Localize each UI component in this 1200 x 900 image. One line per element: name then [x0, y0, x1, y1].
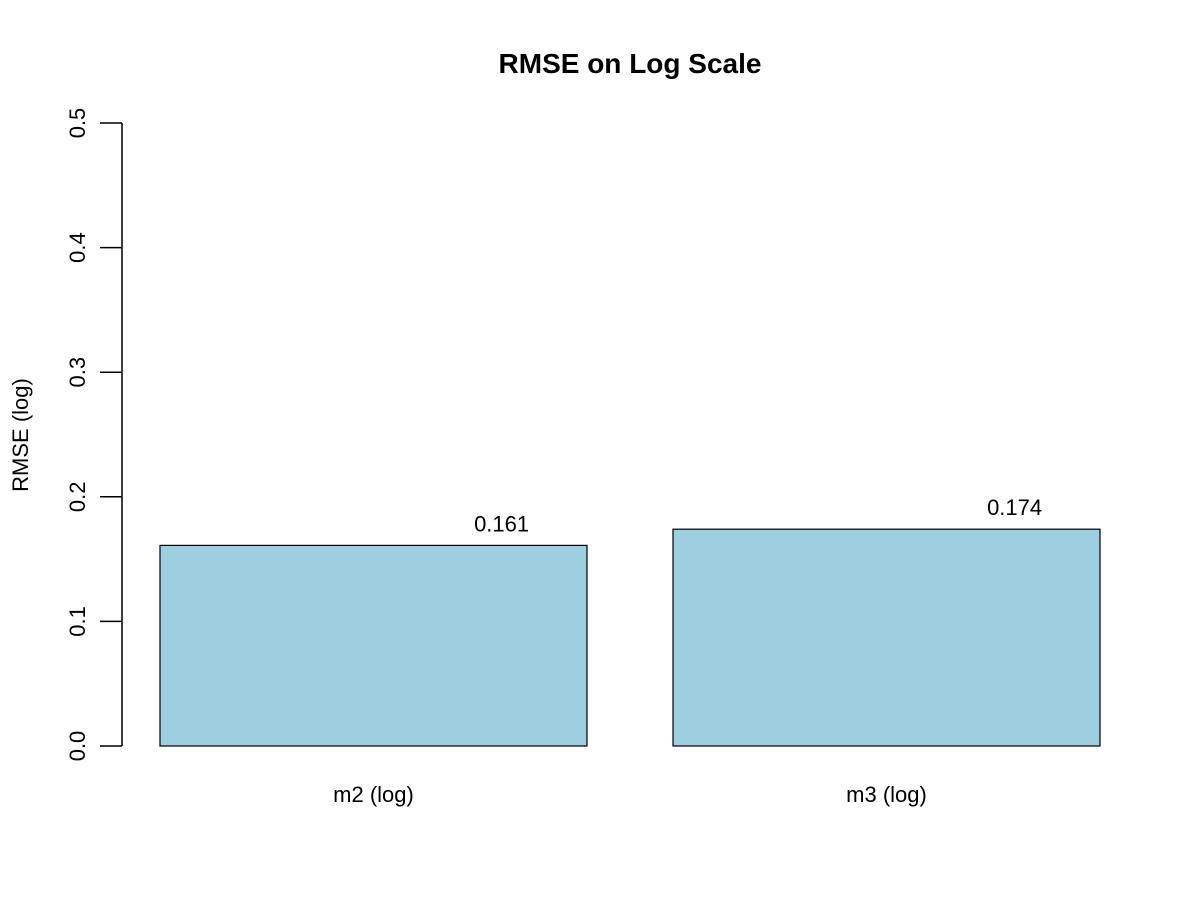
bars: [159, 528, 1101, 747]
bar: [159, 544, 588, 747]
y-tick-label: 0.2: [65, 482, 90, 513]
y-axis: 0.0 0.1 0.2 0.3 0.4 0.5: [65, 108, 123, 762]
y-tick-label: 0.0: [65, 731, 90, 762]
bar-value-label: 0.174: [987, 495, 1042, 520]
y-axis-label: RMSE (log): [8, 378, 33, 492]
bar-value-label: 0.161: [474, 511, 529, 536]
bar: [672, 528, 1101, 747]
x-tick-label: m2 (log): [333, 782, 414, 807]
y-tick-label: 0.4: [65, 232, 90, 263]
chart-title: RMSE on Log Scale: [499, 48, 762, 79]
value-labels: 0.161 0.174: [474, 495, 1042, 536]
y-tick-label: 0.3: [65, 357, 90, 388]
x-tick-label: m3 (log): [846, 782, 927, 807]
x-axis-labels: m2 (log) m3 (log): [333, 782, 927, 807]
y-tick-label: 0.5: [65, 108, 90, 139]
y-tick-label: 0.1: [65, 606, 90, 637]
